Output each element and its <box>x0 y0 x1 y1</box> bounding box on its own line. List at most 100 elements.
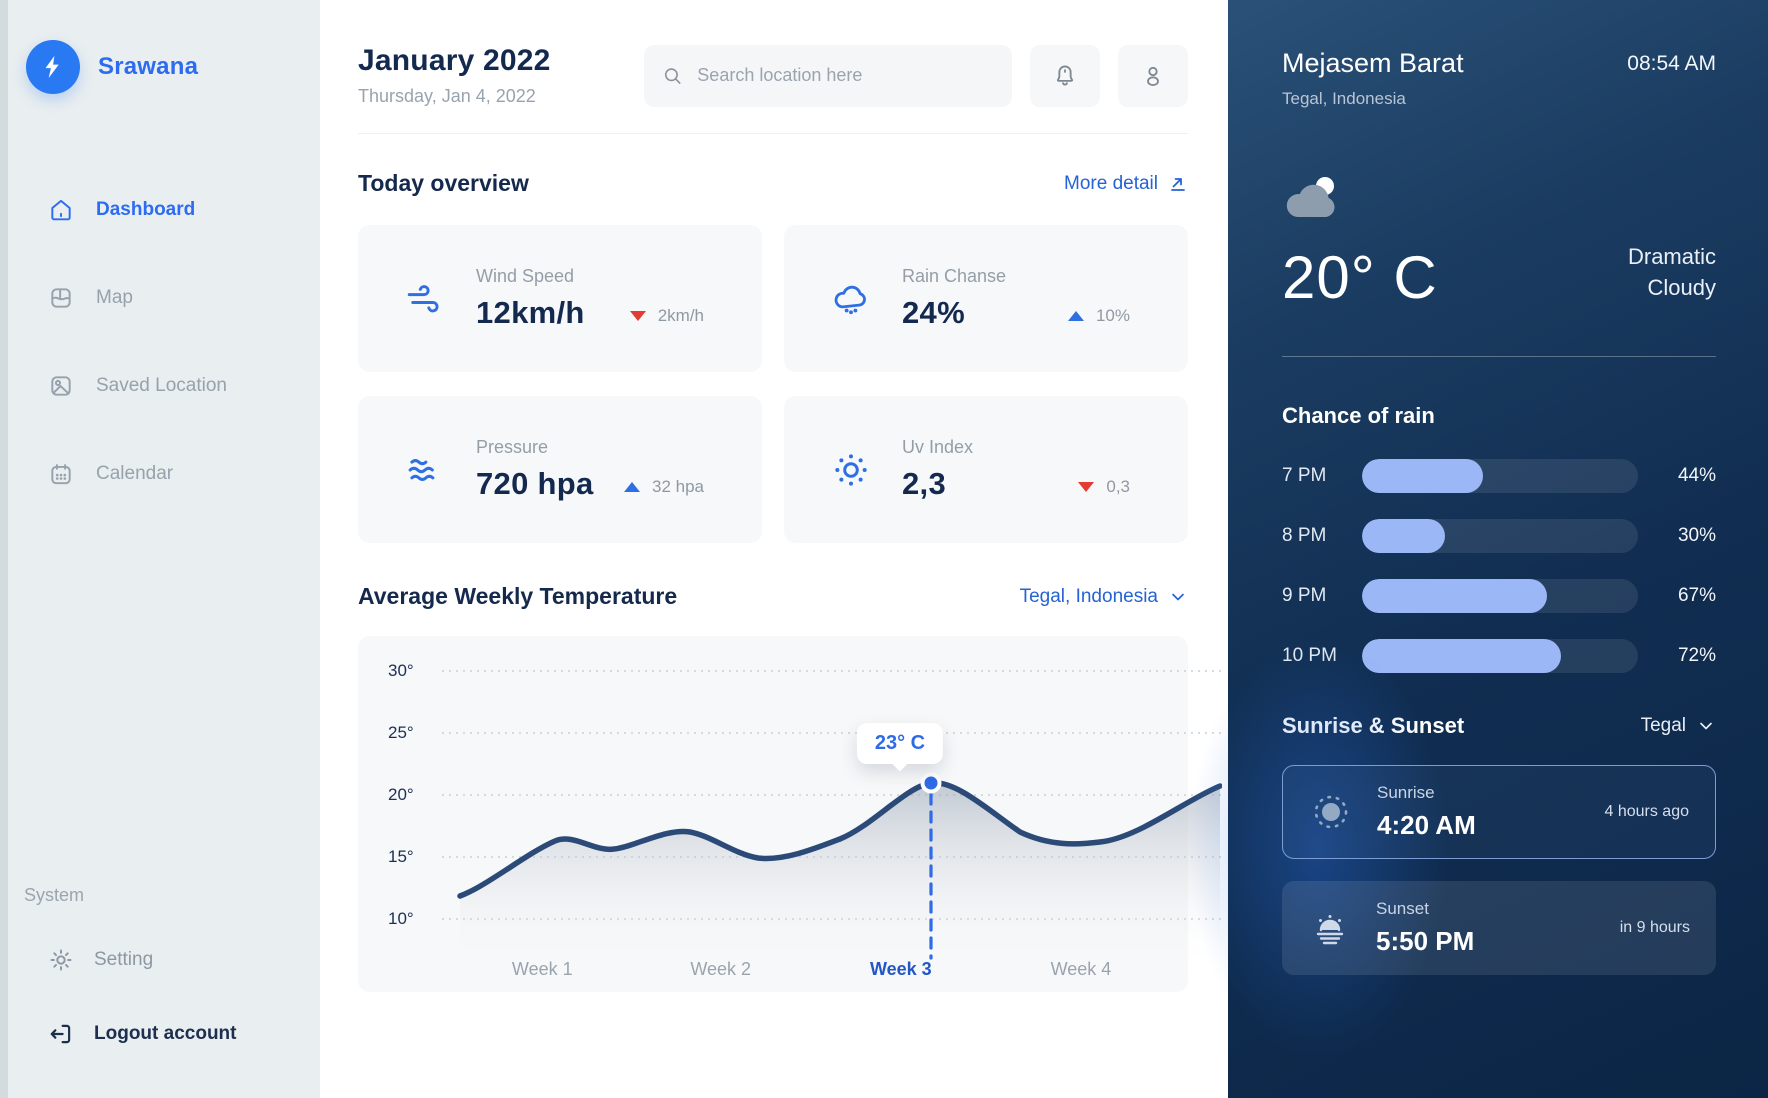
y-axis-tick: 15° <box>388 847 414 866</box>
chart-header: Average Weekly Temperature Tegal, Indone… <box>358 583 1188 610</box>
sidebar-item-label: Map <box>96 287 133 308</box>
sidebar-item-map[interactable]: Map <box>0 278 320 318</box>
chart-location-selector[interactable]: Tegal, Indonesia <box>1020 586 1188 608</box>
window-edge-strip <box>0 0 8 1098</box>
sidebar-item-saved-location[interactable]: Saved Location <box>0 366 320 406</box>
current-time: 08:54 AM <box>1627 52 1716 75</box>
card-delta: 2km/h <box>629 306 704 326</box>
card-delta: 10% <box>1067 306 1130 326</box>
card-value: 2,3 <box>902 466 946 501</box>
search-box[interactable] <box>644 44 1012 107</box>
current-temperature: 20° C <box>1282 243 1438 311</box>
sidebar-item-label: Calendar <box>96 463 174 484</box>
chart-tooltip: 23° C <box>856 723 944 764</box>
x-axis-label-week1[interactable]: Week 1 <box>511 959 573 979</box>
card-delta: 32 hpa <box>624 477 704 497</box>
y-axis-tick: 25° <box>388 723 414 742</box>
x-axis-label-week3[interactable]: Week 3 <box>869 959 932 979</box>
sidebar-item-logout[interactable]: Logout account <box>0 1014 320 1054</box>
card-label: Uv Index <box>902 437 974 457</box>
uv-sun-icon <box>835 453 867 486</box>
sidebar: Srawana Dashboard Map Saved Location Cal… <box>0 0 320 1098</box>
card-value: 24% <box>902 295 965 330</box>
page-title: January 2022 <box>358 44 551 77</box>
brand: Srawana <box>0 40 320 94</box>
rain-row: 7 PM 44% <box>1282 458 1716 493</box>
weather-condition: Dramatic Cloudy <box>1627 244 1716 300</box>
sidebar-item-label: Dashboard <box>96 199 196 220</box>
logout-icon <box>50 1024 71 1044</box>
calendar-icon <box>51 464 71 485</box>
main-content: January 2022 Thursday, Jan 4, 2022 Today… <box>320 0 1228 1098</box>
x-axis-label-week4[interactable]: Week 4 <box>1050 959 1112 979</box>
more-detail-link[interactable]: More detail <box>1064 173 1188 195</box>
trend-down-icon <box>1078 481 1095 492</box>
pressure-waves-icon <box>408 458 435 481</box>
sunset-note: in 9 hours <box>1619 918 1690 936</box>
search-icon <box>664 67 681 84</box>
cloudy-weather-icon <box>1282 171 1716 228</box>
sunrise-sunset-header: Sunrise & Sunset Tegal <box>1282 713 1716 739</box>
rain-bar-fill <box>1362 518 1445 553</box>
rain-cloud-icon <box>834 285 866 314</box>
card-value: 12km/h <box>476 295 585 330</box>
temperature-line-plot <box>442 670 1222 966</box>
card-value: 720 hpa <box>476 466 594 501</box>
brand-name: Srawana <box>98 53 199 80</box>
trend-down-icon <box>629 310 646 321</box>
temperature-line <box>457 780 1222 899</box>
temperature-row: 20° C Dramatic Cloudy <box>1282 242 1716 312</box>
panel-divider <box>1282 355 1716 357</box>
map-icon <box>51 288 71 308</box>
chevron-down-icon <box>1172 593 1184 600</box>
sidebar-item-dashboard[interactable]: Dashboard <box>0 190 320 230</box>
rain-bar-fill <box>1362 578 1547 613</box>
x-axis-label-week2[interactable]: Week 2 <box>690 959 752 979</box>
system-section-label: System <box>24 885 85 905</box>
y-axis-tick: 20° <box>388 785 414 804</box>
notifications-button[interactable] <box>1030 44 1100 107</box>
sidebar-item-setting[interactable]: Setting <box>0 940 320 980</box>
page-subtitle: Thursday, Jan 4, 2022 <box>358 86 536 106</box>
main-header: January 2022 Thursday, Jan 4, 2022 <box>358 44 1188 134</box>
wind-speed-card: Wind Speed 12km/h 2km/h <box>358 225 762 372</box>
trend-up-icon <box>624 481 640 492</box>
chance-of-rain-title: Chance of rain <box>1282 402 1435 428</box>
today-overview-header: Today overview More detail <box>358 170 1188 197</box>
user-icon <box>1147 66 1159 86</box>
location-header: Mejasem Barat Tegal, Indonesia 08:54 AM <box>1282 48 1716 109</box>
location-name: Mejasem Barat <box>1282 48 1464 78</box>
sunset-icon <box>1316 914 1344 944</box>
today-overview-title: Today overview <box>358 170 529 196</box>
y-axis-tick: 30° <box>388 661 414 680</box>
search-input[interactable] <box>695 64 994 87</box>
account-button[interactable] <box>1118 44 1188 107</box>
sidebar-nav: Dashboard Map Saved Location Calendar <box>0 190 320 542</box>
rain-bar-fill <box>1362 458 1484 493</box>
weather-panel: Mejasem Barat Tegal, Indonesia 08:54 AM … <box>1188 0 1768 1098</box>
sidebar-item-label: Setting <box>94 949 154 970</box>
sidebar-item-label: Logout account <box>94 1023 237 1044</box>
rain-row: 8 PM 30% <box>1282 518 1716 553</box>
sidebar-item-calendar[interactable]: Calendar <box>0 454 320 494</box>
sunset-label: Sunset <box>1376 898 1429 918</box>
sunset-time: 5:50 PM <box>1376 925 1475 956</box>
chevron-down-icon <box>1700 722 1712 729</box>
rain-row: 10 PM 72% <box>1282 638 1716 673</box>
rain-row: 9 PM 67% <box>1282 578 1716 613</box>
trend-up-icon <box>1067 310 1084 321</box>
card-label: Wind Speed <box>476 266 575 286</box>
brand-logo-lightning-icon <box>26 40 80 94</box>
rain-bar-track <box>1362 458 1638 493</box>
wind-icon <box>407 284 439 312</box>
weekly-temperature-chart: 30° 25° 20° 15° 10° 23° C <box>358 636 1222 992</box>
location-region: Tegal, Indonesia <box>1282 89 1406 108</box>
card-delta: 0,3 <box>1078 477 1130 497</box>
sun-location-selector[interactable]: Tegal <box>1641 715 1716 737</box>
card-label: Rain Chanse <box>902 266 1007 286</box>
rain-bar-track <box>1362 518 1638 553</box>
rain-bar-track <box>1362 638 1638 673</box>
sunrise-time: 4:20 AM <box>1377 809 1476 840</box>
sunrise-label: Sunrise <box>1377 782 1435 802</box>
rain-bar-fill <box>1362 638 1561 673</box>
